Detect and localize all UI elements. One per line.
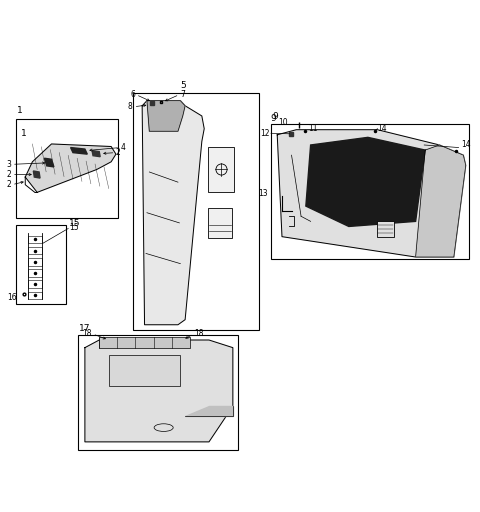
Text: 13: 13 — [258, 189, 268, 198]
Text: 4: 4 — [120, 143, 126, 152]
Text: 1: 1 — [17, 106, 23, 115]
Text: 11: 11 — [308, 124, 318, 133]
Text: 12: 12 — [261, 129, 270, 138]
Text: 18: 18 — [195, 329, 204, 338]
Text: 6: 6 — [130, 90, 135, 99]
Text: 10: 10 — [278, 118, 288, 127]
Bar — [99, 337, 190, 348]
Bar — [377, 221, 394, 237]
Bar — [208, 208, 232, 238]
Text: 2: 2 — [6, 180, 11, 189]
Text: 2: 2 — [6, 170, 11, 179]
Text: 15: 15 — [69, 220, 81, 228]
Text: 1: 1 — [21, 130, 26, 138]
Text: 2: 2 — [116, 148, 120, 157]
Polygon shape — [44, 158, 54, 167]
Polygon shape — [92, 151, 100, 157]
Text: 18: 18 — [83, 329, 92, 338]
Text: 7: 7 — [180, 90, 185, 99]
Bar — [109, 355, 180, 386]
Text: 3: 3 — [6, 160, 11, 169]
Text: 16: 16 — [8, 293, 17, 302]
Polygon shape — [34, 171, 40, 178]
Bar — [78, 335, 238, 450]
Bar — [208, 146, 234, 193]
Polygon shape — [25, 144, 116, 193]
Text: 15: 15 — [69, 224, 79, 232]
Text: 5: 5 — [180, 81, 186, 90]
Bar — [271, 123, 469, 259]
Text: 8: 8 — [128, 102, 132, 111]
Bar — [16, 225, 66, 304]
Text: 14: 14 — [461, 140, 470, 150]
Bar — [132, 93, 259, 330]
Polygon shape — [185, 406, 233, 416]
Polygon shape — [306, 137, 425, 226]
Text: 9: 9 — [270, 114, 276, 123]
Bar — [16, 118, 118, 218]
Polygon shape — [416, 145, 466, 257]
Text: 14: 14 — [377, 124, 387, 133]
Text: 9: 9 — [273, 113, 278, 121]
Polygon shape — [71, 147, 87, 154]
Polygon shape — [277, 130, 466, 257]
Polygon shape — [147, 101, 185, 131]
Text: 17: 17 — [79, 324, 91, 333]
Polygon shape — [142, 101, 204, 325]
Polygon shape — [85, 340, 233, 442]
